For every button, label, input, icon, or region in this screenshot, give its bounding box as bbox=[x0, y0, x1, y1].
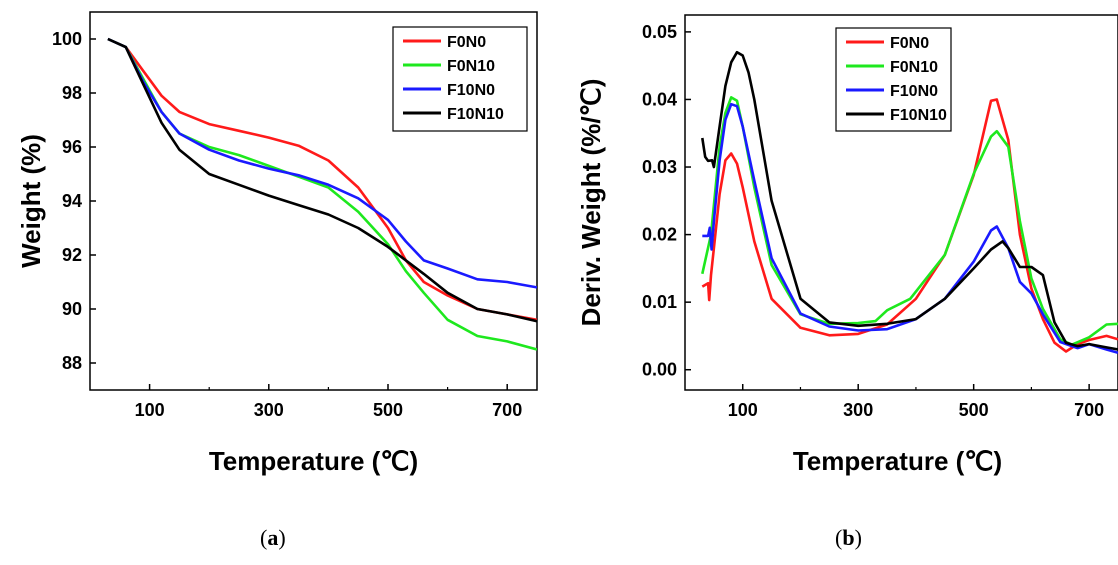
chart1-x-axis-label: Temperature (℃) bbox=[793, 446, 1002, 476]
chart0-x-tick-label: 300 bbox=[254, 400, 284, 420]
chart0-y-tick-label: 98 bbox=[62, 83, 82, 103]
caption-a: (a) bbox=[260, 525, 286, 551]
chart1-series-f10n0-line bbox=[702, 102, 1118, 355]
chart1-legend-label: F10N10 bbox=[890, 107, 947, 124]
chart0-legend-label: F0N10 bbox=[447, 58, 495, 75]
chart1-series-f0n10-line bbox=[701, 96, 1118, 347]
chart0-y-tick-label: 90 bbox=[62, 299, 82, 319]
chart0-y-tick-label: 88 bbox=[62, 353, 82, 373]
chart1-legend-label: F10N0 bbox=[890, 83, 938, 100]
caption-b: (b) bbox=[835, 525, 862, 551]
caption-a-open: ( bbox=[260, 525, 268, 550]
caption-a-close: ) bbox=[278, 525, 286, 550]
chart0-x-tick-label: 100 bbox=[135, 400, 165, 420]
caption-b-open: ( bbox=[835, 525, 843, 550]
chart1-y-tick-label: 0.04 bbox=[642, 89, 677, 109]
chart0-legend-label: F0N0 bbox=[447, 34, 486, 51]
chart1-y-tick-label: 0.03 bbox=[642, 157, 677, 177]
chart1-y-tick-label: 0.00 bbox=[642, 360, 677, 380]
chart1-y-tick-label: 0.02 bbox=[642, 225, 677, 245]
caption-b-close: ) bbox=[854, 525, 862, 550]
chart1-plot-frame bbox=[684, 14, 1118, 391]
chart0-x-axis-label: Temperature (℃) bbox=[209, 446, 418, 476]
chart0-y-tick-label: 96 bbox=[62, 137, 82, 157]
chart1-x-tick-label: 100 bbox=[728, 400, 758, 420]
chart0-legend-label: F10N10 bbox=[447, 106, 504, 123]
chart1-x-tick-label: 300 bbox=[843, 400, 873, 420]
chart1-legend-label: F0N10 bbox=[890, 59, 938, 76]
caption-b-letter: b bbox=[842, 525, 855, 550]
panel-a-chart: 100 300 500 700 88 90 92 94 96 98 100 Temperature (… bbox=[16, 11, 538, 476]
chart1-x-tick-label: 500 bbox=[959, 400, 989, 420]
chart1-x-tick-label: 700 bbox=[1074, 400, 1104, 420]
chart0-x-tick-label: 700 bbox=[492, 400, 522, 420]
caption-a-letter: a bbox=[267, 525, 279, 550]
chart0-x-tick-label: 500 bbox=[373, 400, 403, 420]
chart1-series-f10n10-line bbox=[701, 50, 1118, 351]
chart0-series-f10n0-line bbox=[107, 37, 537, 289]
chart1-y-tick-label: 0.05 bbox=[642, 22, 677, 42]
chart0-series-f0n0-line bbox=[107, 37, 537, 322]
chart1-y-axis-label: Deriv. Weight (%/℃) bbox=[576, 79, 606, 327]
chart1-legend-label: F0N0 bbox=[890, 35, 929, 52]
chart0-y-axis-label: Weight (%) bbox=[16, 134, 46, 268]
chart0-legend-label: F10N0 bbox=[447, 82, 495, 99]
panel-b-chart: 100 300 500 700 0.00 0.01 0.02 0.03 0.04 0.05 Temp… bbox=[576, 14, 1118, 476]
chart0-series-f10n10-line bbox=[107, 37, 537, 323]
chart0-y-tick-label: 92 bbox=[62, 245, 82, 265]
chart1-y-tick-label: 0.01 bbox=[642, 292, 677, 312]
chart0-y-tick-label: 100 bbox=[52, 29, 82, 49]
chart0-y-tick-label: 94 bbox=[62, 191, 82, 211]
